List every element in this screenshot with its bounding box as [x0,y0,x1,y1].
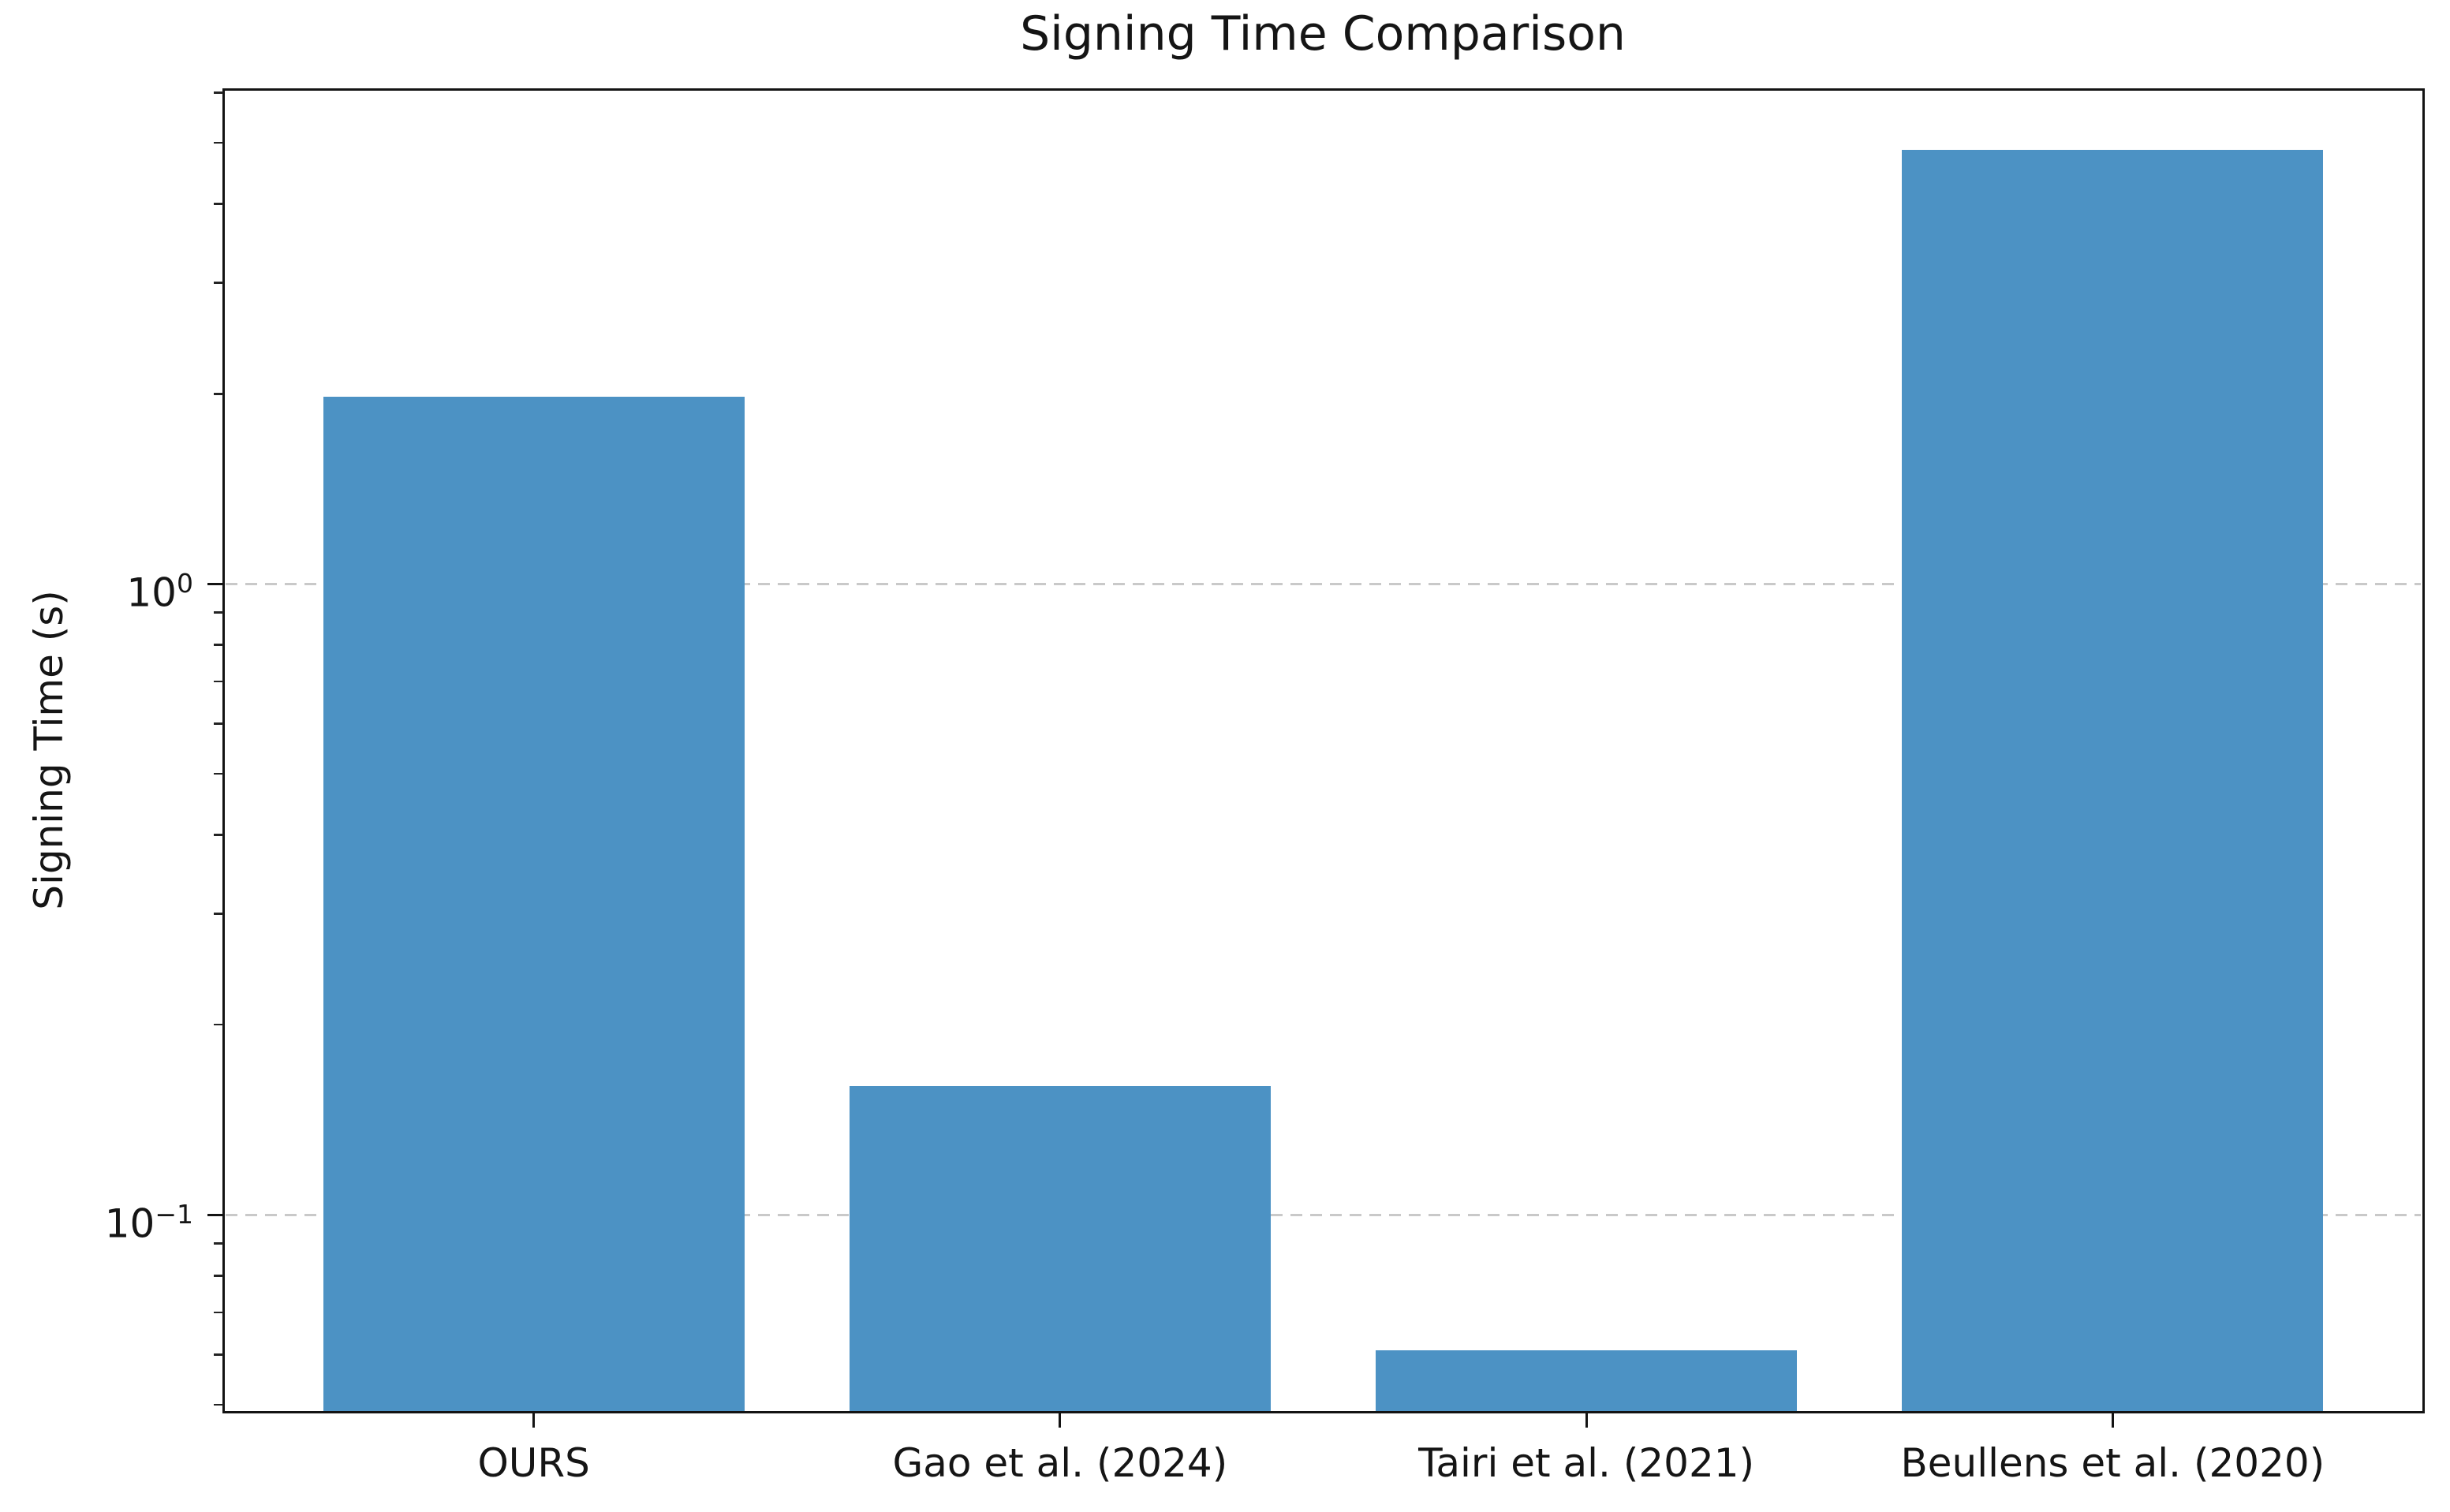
y-minor-tick [214,644,223,646]
x-tick [532,1413,536,1428]
x-tick-label-tairi-et-al-2021: Tairi et al. (2021) [1418,1440,1755,1486]
y-minor-tick [214,834,223,836]
y-minor-tick [214,1311,223,1314]
y-gridline [226,582,2421,585]
x-tick-label-beullens-et-al-2020: Beullens et al. (2020) [1900,1440,2325,1486]
y-minor-tick [214,611,223,614]
chart-title: Signing Time Comparison [1020,6,1626,62]
y-minor-tick [214,1353,223,1356]
bar-beullens-et-al-2020 [1902,150,2324,1412]
bar-tairi-et-al-2021 [1376,1350,1797,1412]
y-minor-tick [214,680,223,683]
x-tick-label-ours: OURS [477,1440,590,1486]
y-major-tick [207,582,223,585]
x-tick [1585,1413,1588,1428]
y-minor-tick [214,1403,223,1406]
y-minor-tick [214,203,223,205]
x-tick [1059,1413,1062,1428]
x-tick [2111,1413,2114,1428]
y-tick-exponent: 0 [177,568,193,599]
y-minor-tick [214,1242,223,1245]
x-tick-label-gao-et-al-2024: Gao et al. (2024) [892,1440,1228,1486]
y-minor-tick [214,722,223,725]
y-major-tick [207,1213,223,1216]
bar-ours [323,396,745,1412]
y-minor-tick [214,1023,223,1026]
y-tick-exponent: −1 [155,1199,193,1230]
y-minor-tick [214,393,223,395]
y-minor-tick [214,141,223,144]
y-minor-tick [214,772,223,775]
y-minor-tick [214,91,223,94]
y-tick-label: 10−1 [104,1199,193,1247]
y-tick-label: 100 [126,568,193,616]
bar-gao-et-al-2024 [849,1085,1271,1412]
y-minor-tick [214,1275,223,1277]
y-axis-label: Signing Time (s) [26,590,72,910]
y-minor-tick [214,913,223,915]
y-gridline [226,1213,2421,1216]
y-minor-tick [214,282,223,284]
